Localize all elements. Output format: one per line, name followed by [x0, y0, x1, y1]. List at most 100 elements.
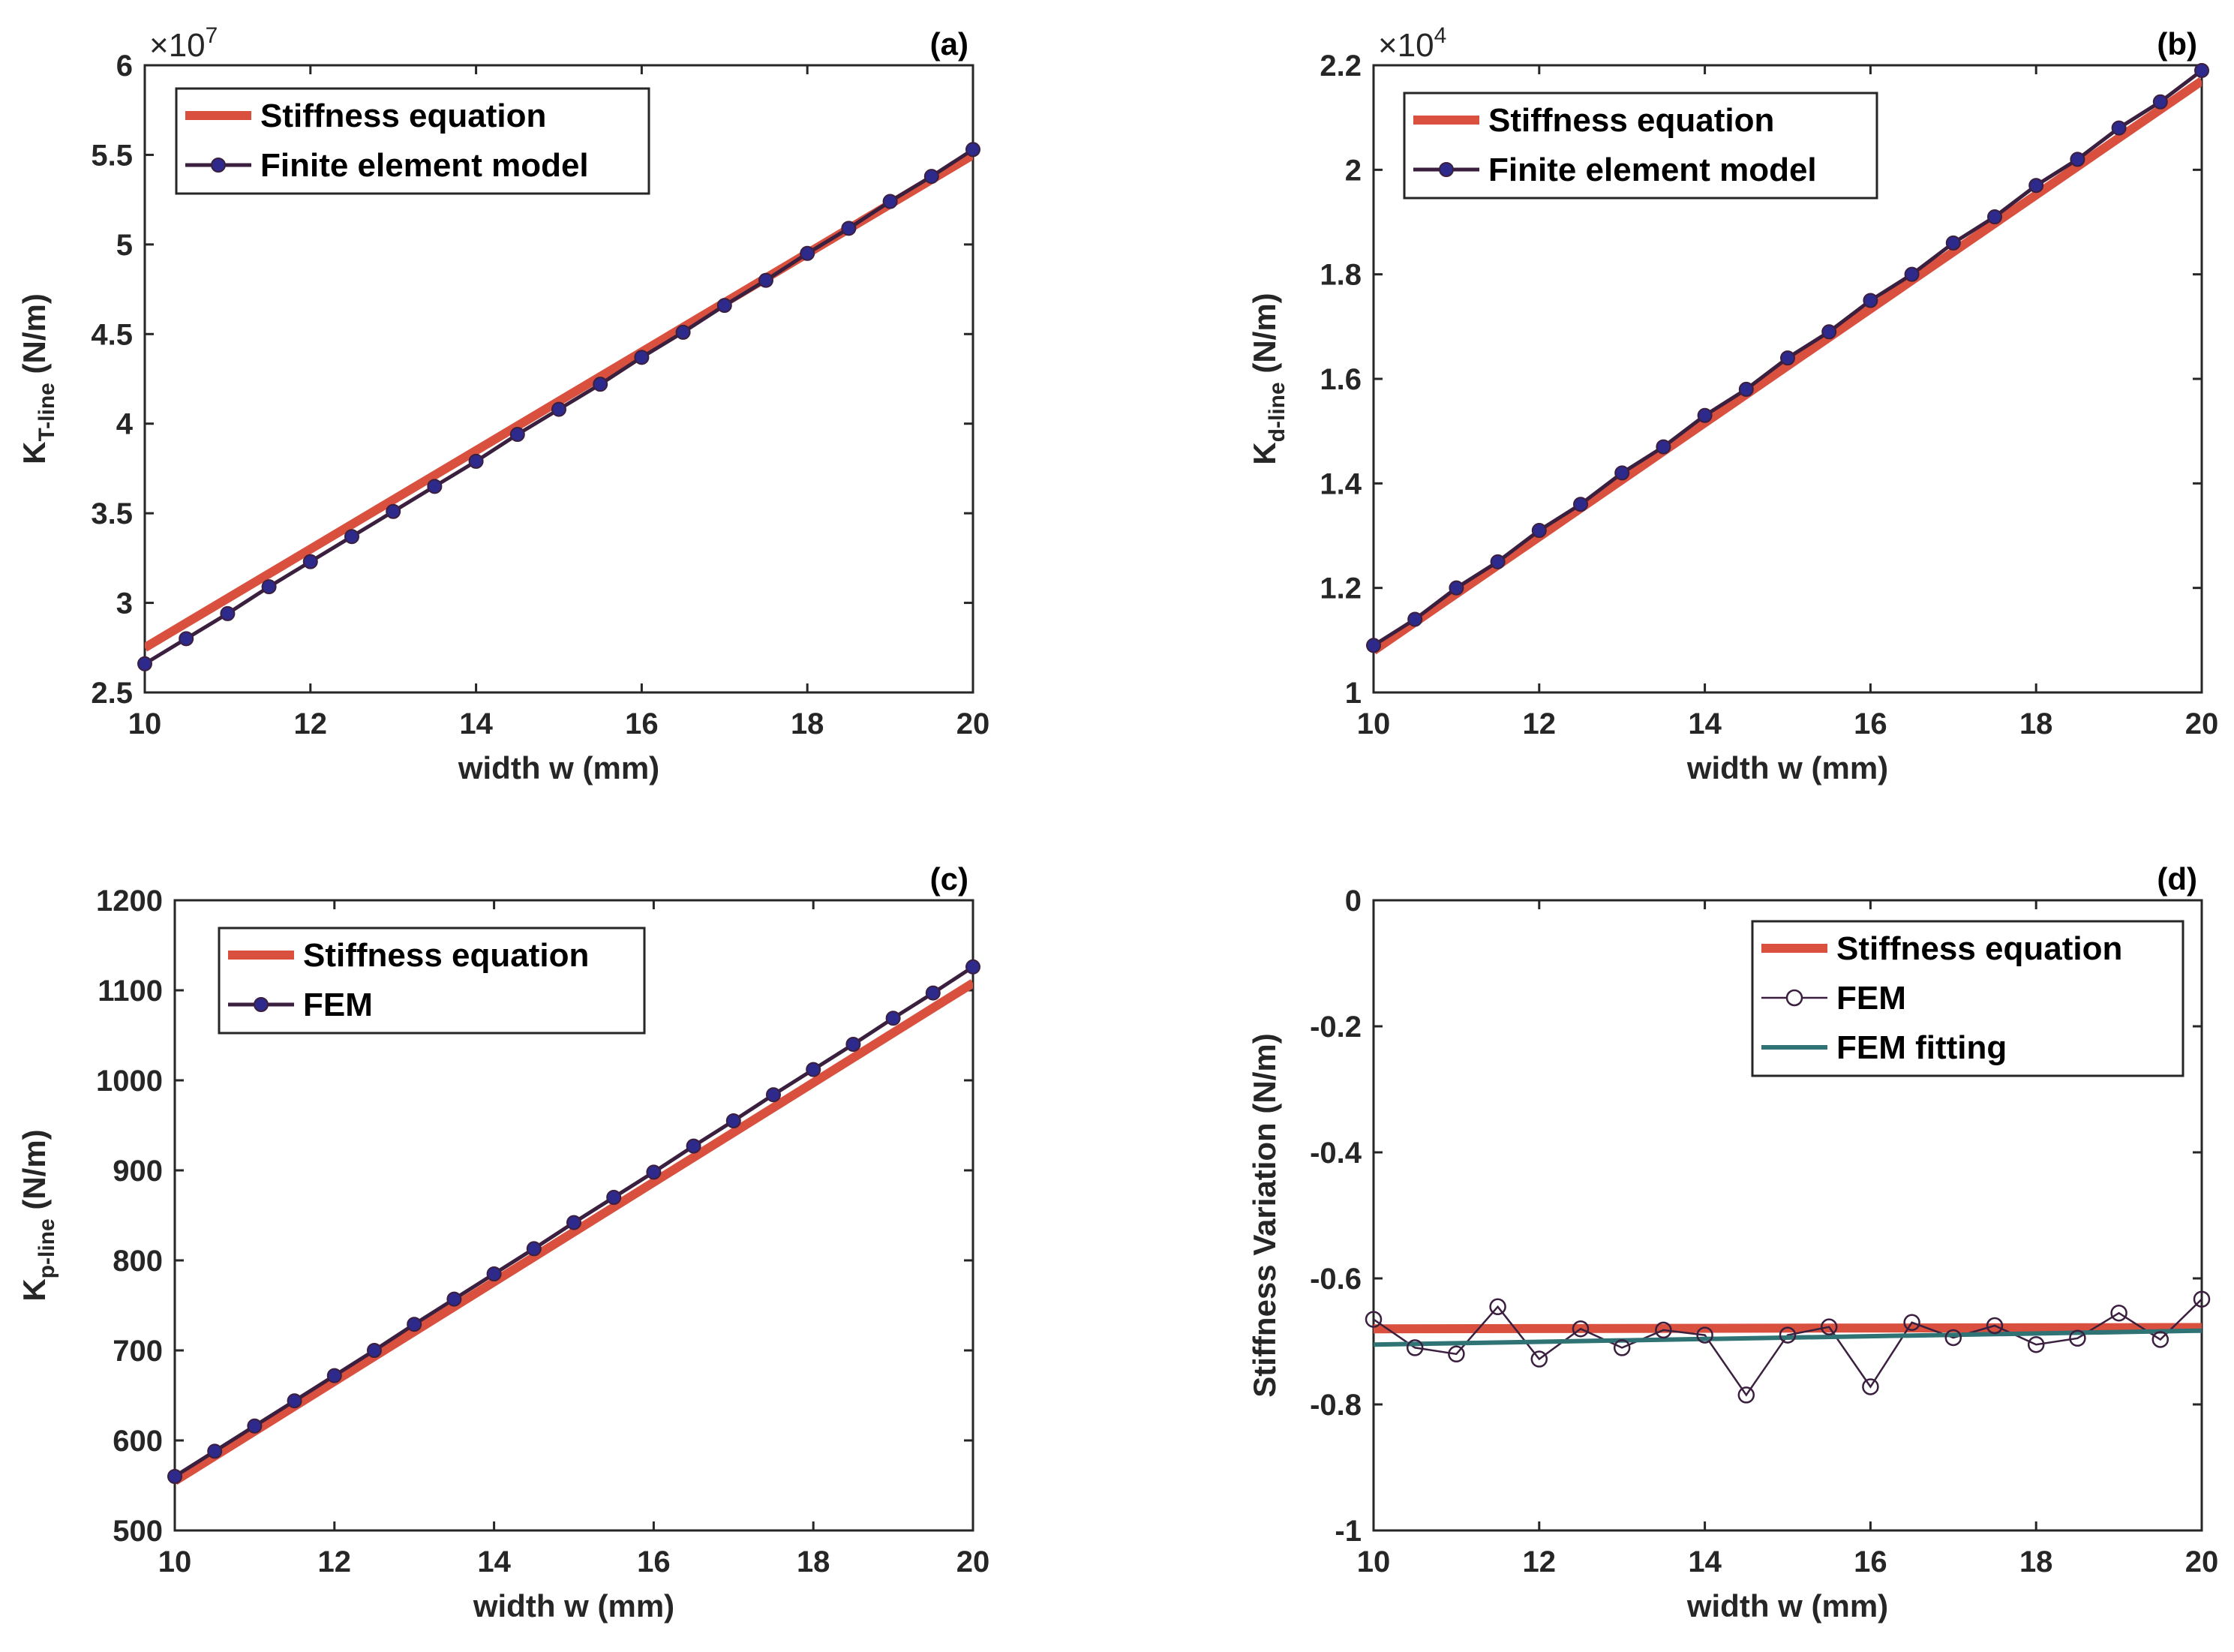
series-fem-point	[2110, 1304, 2127, 1322]
series-finite-element-model-point	[675, 324, 691, 340]
series-fem-point	[2027, 1335, 2045, 1353]
x-tick-label: 20	[2185, 707, 2219, 740]
series-finite-element-model-point	[302, 554, 318, 569]
series-fem-line	[1374, 1298, 2202, 1397]
series-finite-element-model-point	[509, 427, 525, 443]
y-tick-label: -0.6	[1310, 1263, 1362, 1296]
series-fem-point	[1986, 1317, 2004, 1335]
panel-d: 10 12 14 16 18 20 -1 -0.8 -0.6 -0.4 -0.2 0 width w (…	[1247, 861, 2218, 1623]
y-axis-label-main: K	[17, 1278, 52, 1301]
series-fem-point	[925, 985, 941, 1001]
y-tick-label: -0.8	[1310, 1389, 1362, 1422]
series-finite-element-model-point	[1449, 580, 1464, 596]
y-axis-label-unit: (N/m)	[1247, 1033, 1282, 1122]
x-tick-label: 16	[625, 707, 659, 740]
series-fem-point	[1820, 1318, 1838, 1335]
y-axis-label-sub: d-line	[1265, 382, 1290, 442]
y-axis-label: Kp-line (N/m)	[17, 1129, 59, 1301]
x-axis-label: width w (mm)	[1686, 1588, 1888, 1623]
legend: Stiffness equation Finite element model	[1403, 92, 1878, 200]
x-tick-label: 10	[1357, 1545, 1391, 1578]
y-axis-label: Stiffness Variation (N/m)	[1247, 1033, 1282, 1397]
legend-swatch-marker	[211, 158, 226, 173]
series-fem-point	[1489, 1298, 1506, 1316]
y-tick-label: 1200	[96, 885, 163, 918]
y-tick-label: -0.2	[1310, 1011, 1362, 1044]
series-finite-element-model-point	[716, 298, 732, 314]
x-tick-label: 18	[2019, 707, 2053, 740]
y-tick-label: 4	[116, 408, 134, 441]
series-finite-element-model-point	[2028, 178, 2044, 194]
series-finite-element-model-point	[593, 377, 608, 392]
legend-label: Stiffness equation	[303, 937, 589, 974]
y-axis-label-main: Stiffness Variation	[1247, 1122, 1282, 1397]
x-tick-label: 20	[956, 1545, 990, 1578]
series-finite-element-model-point	[758, 272, 773, 288]
series-finite-element-model-point	[386, 503, 401, 519]
legend-label: FEM	[1836, 980, 1906, 1017]
series-finite-element-model-point	[2194, 62, 2209, 78]
y-axis-label-unit: (N/m)	[17, 293, 52, 383]
multiplier-base: ×10	[1378, 27, 1434, 64]
x-tick-label: 12	[1523, 707, 1557, 740]
x-tick-label: 14	[459, 707, 493, 740]
series-finite-element-model-point	[551, 401, 566, 417]
series-finite-element-model-point	[1490, 554, 1506, 569]
y-tick-label: 5	[116, 229, 133, 262]
series-finite-element-model-point	[468, 453, 484, 469]
x-tick-label: 12	[294, 707, 328, 740]
multiplier-base: ×10	[149, 27, 206, 64]
y-tick-label: 2	[1345, 154, 1362, 187]
series-fem-point	[1448, 1345, 1465, 1363]
x-tick-label: 20	[2185, 1545, 2219, 1578]
series-fem-fitting-line	[1374, 1328, 2202, 1347]
legend-label: Stiffness equation	[260, 98, 546, 134]
panel-c: 10 12 14 16 18 20 500 600 700 800 900 1000 1100 1200 w…	[17, 861, 989, 1623]
plot-frame	[173, 899, 974, 1532]
y-tick-label: 2.2	[1320, 50, 1362, 83]
series-fem-point	[845, 1037, 861, 1052]
x-axis-label: width w (mm)	[1686, 750, 1888, 785]
series-finite-element-model-point	[965, 142, 980, 158]
y-axis-multiplier: ×107	[149, 23, 218, 64]
series-fem-point	[965, 959, 980, 975]
legend-box	[1403, 92, 1878, 200]
x-tick-label: 16	[637, 1545, 671, 1578]
series-fem-point	[287, 1393, 302, 1409]
panel-a: 10 12 14 16 18 20 2.5 3 3.5 4 4.5 5 5.5 6 width w (mm)…	[17, 23, 989, 785]
series-finite-element-model-point	[1821, 324, 1837, 340]
series-fem-point	[407, 1317, 422, 1332]
series-finite-element-model-point	[1738, 381, 1754, 397]
series-fem-point	[766, 1087, 781, 1103]
series-finite-element-model-point	[179, 631, 194, 647]
multiplier-exponent: 7	[206, 23, 218, 48]
y-axis-label: Kd-line (N/m)	[1247, 293, 1290, 464]
legend-swatch-marker	[254, 997, 269, 1012]
legend-box	[175, 87, 650, 195]
multiplier-exponent: 4	[1434, 23, 1447, 48]
series-finite-element-model-point	[800, 245, 815, 261]
legend-box	[218, 927, 646, 1035]
series-fem-point	[885, 1011, 901, 1026]
x-tick-label: 20	[956, 707, 990, 740]
series-fem-point	[486, 1266, 502, 1281]
series-finite-element-model-point	[1531, 523, 1547, 539]
x-tick-label: 10	[158, 1545, 192, 1578]
series-finite-element-model-point	[261, 579, 277, 595]
x-tick-label: 10	[1357, 707, 1391, 740]
series-fem-point	[806, 1062, 821, 1077]
series-finite-element-model-point	[1863, 293, 1878, 308]
series-finite-element-model-point	[1407, 611, 1423, 627]
series-fem-point	[207, 1443, 223, 1459]
y-axis-label-main: K	[1247, 442, 1282, 464]
y-tick-label: 3.5	[91, 497, 133, 530]
series-fem-point	[566, 1215, 581, 1230]
series-finite-element-model-point	[841, 221, 857, 236]
legend-label: Stiffness equation	[1836, 930, 2122, 967]
series-fem-point	[686, 1138, 701, 1154]
y-tick-label: -0.4	[1310, 1137, 1362, 1170]
series-finite-element-model-point	[1780, 350, 1795, 366]
series-fem-point	[167, 1469, 182, 1484]
series-fem-point	[1655, 1321, 1672, 1339]
